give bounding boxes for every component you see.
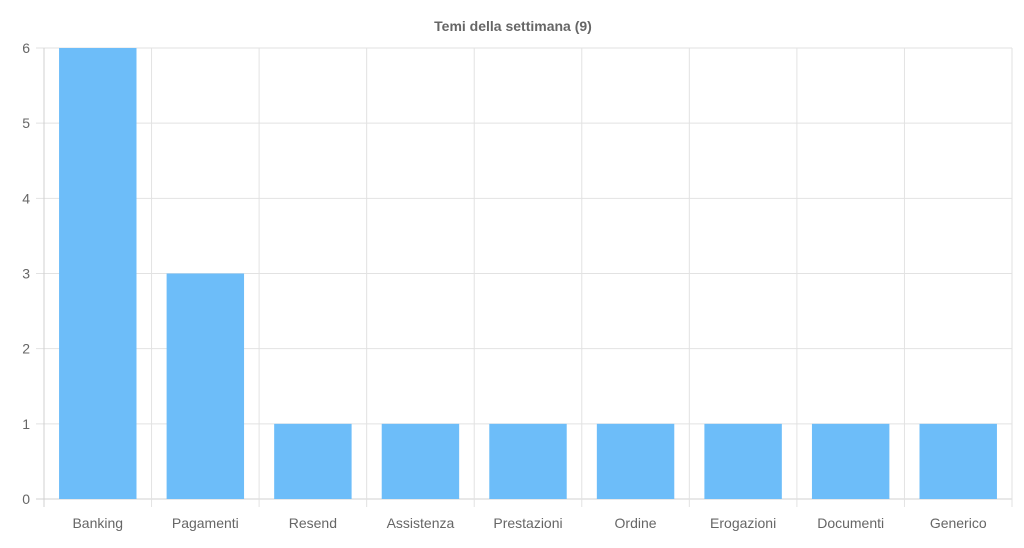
x-tick-label: Pagamenti [172, 515, 239, 531]
bar-prestazioni[interactable] [489, 423, 567, 499]
x-axis-ticks: Banking Pagamenti Resend Assistenza Prestazi… [72, 515, 986, 531]
y-tick-label: 6 [22, 40, 30, 56]
bar-documenti[interactable] [811, 423, 890, 499]
x-tick-label: Documenti [817, 515, 884, 531]
y-tick-label: 1 [22, 416, 30, 432]
x-tick-label: Generico [930, 515, 987, 531]
y-tick-label: 2 [22, 341, 30, 357]
y-axis-ticks: 0 1 2 3 4 5 6 [22, 40, 30, 507]
bar-erogazioni[interactable] [704, 423, 782, 499]
bar-ordine[interactable] [596, 423, 675, 499]
y-tick-label: 0 [22, 491, 30, 507]
y-tick-label: 5 [22, 115, 30, 131]
x-tick-label: Prestazioni [493, 515, 562, 531]
chart-title: Temi della settimana (9) [434, 18, 592, 34]
x-tick-label: Resend [289, 515, 337, 531]
bar-pagamenti[interactable] [166, 273, 245, 500]
y-tick-label: 4 [22, 190, 30, 206]
bar-banking[interactable] [59, 48, 137, 499]
bars [59, 48, 997, 499]
x-tick-label: Erogazioni [710, 515, 776, 531]
bar-resend[interactable] [274, 423, 352, 499]
x-tick-label: Assistenza [387, 515, 455, 531]
y-tick-label: 3 [22, 266, 30, 282]
x-tick-label: Banking [72, 515, 123, 531]
bar-generico[interactable] [919, 423, 997, 499]
x-tick-label: Ordine [615, 515, 657, 531]
bar-assistenza[interactable] [381, 423, 460, 499]
